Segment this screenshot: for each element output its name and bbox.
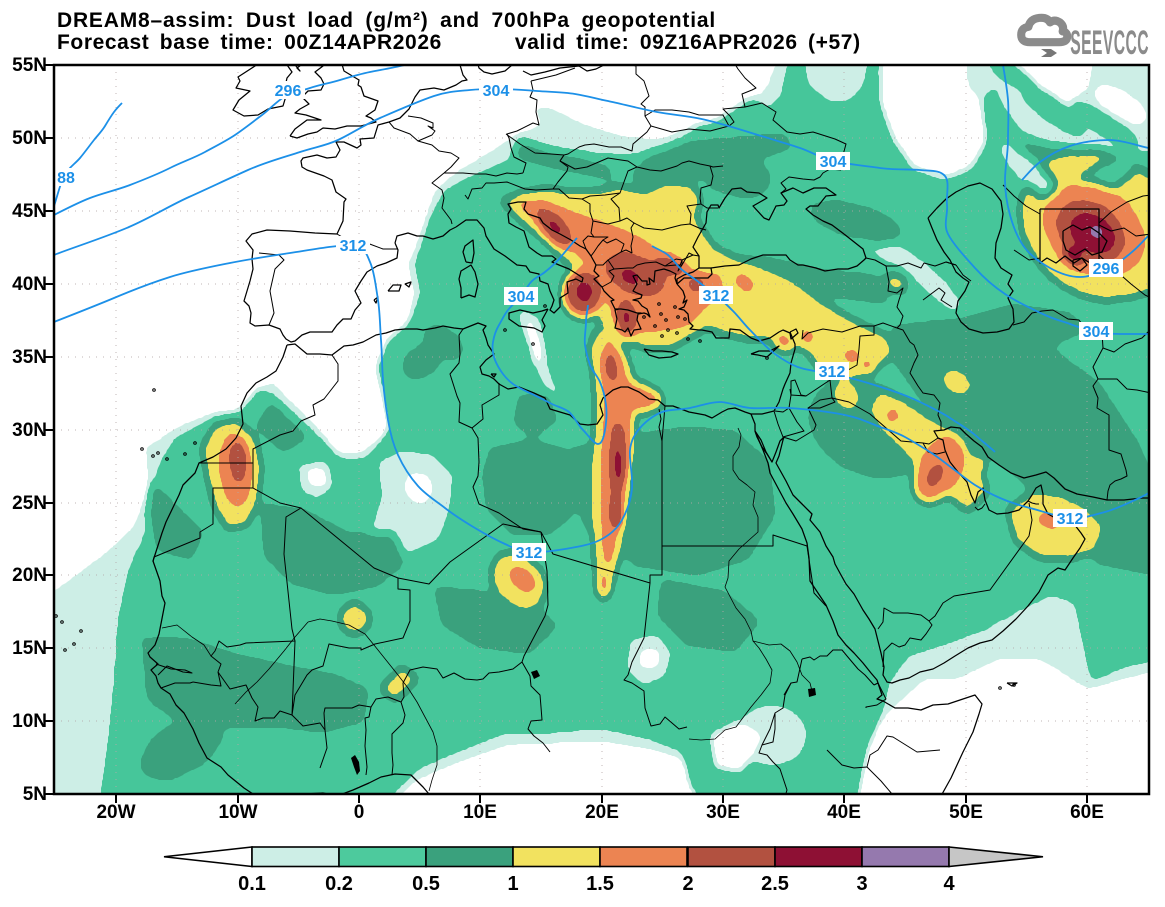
svg-text:2.5: 2.5 bbox=[761, 873, 789, 895]
svg-text:312: 312 bbox=[516, 545, 543, 562]
svg-text:296: 296 bbox=[1093, 261, 1120, 278]
svg-text:55N: 55N bbox=[12, 55, 47, 76]
svg-text:0.2: 0.2 bbox=[325, 873, 353, 895]
svg-text:1.5: 1.5 bbox=[586, 873, 614, 895]
svg-text:10E: 10E bbox=[463, 802, 497, 823]
svg-text:0.5: 0.5 bbox=[412, 873, 440, 895]
svg-text:2: 2 bbox=[682, 873, 693, 895]
svg-text:25N: 25N bbox=[12, 493, 47, 514]
svg-text:15N: 15N bbox=[12, 638, 47, 659]
svg-text:30E: 30E bbox=[706, 802, 740, 823]
svg-text:3: 3 bbox=[856, 873, 867, 895]
svg-text:0: 0 bbox=[354, 802, 365, 823]
svg-text:40E: 40E bbox=[827, 802, 861, 823]
svg-text:304: 304 bbox=[820, 154, 847, 171]
svg-text:10W: 10W bbox=[218, 802, 257, 823]
svg-text:10N: 10N bbox=[12, 711, 47, 732]
svg-text:20N: 20N bbox=[12, 565, 47, 586]
svg-text:304: 304 bbox=[508, 289, 535, 306]
svg-text:20W: 20W bbox=[96, 802, 135, 823]
svg-text:304: 304 bbox=[1083, 324, 1110, 341]
svg-text:60E: 60E bbox=[1070, 802, 1104, 823]
svg-text:50E: 50E bbox=[949, 802, 983, 823]
svg-text:5N: 5N bbox=[23, 784, 47, 805]
svg-text:40N: 40N bbox=[12, 274, 47, 295]
svg-text:50N: 50N bbox=[12, 128, 47, 149]
svg-text:45N: 45N bbox=[12, 201, 47, 222]
svg-text:312: 312 bbox=[703, 288, 730, 305]
svg-text:35N: 35N bbox=[12, 347, 47, 368]
svg-text:0.1: 0.1 bbox=[238, 873, 266, 895]
svg-text:30N: 30N bbox=[12, 420, 47, 441]
svg-text:20E: 20E bbox=[585, 802, 619, 823]
svg-text:312: 312 bbox=[819, 364, 846, 381]
svg-text:296: 296 bbox=[275, 83, 302, 100]
svg-text:SEEVCCC: SEEVCCC bbox=[1070, 23, 1149, 60]
svg-text:1: 1 bbox=[507, 873, 518, 895]
svg-text:312: 312 bbox=[340, 238, 367, 255]
svg-text:304: 304 bbox=[483, 83, 510, 100]
svg-text:88: 88 bbox=[57, 170, 75, 187]
svg-text:4: 4 bbox=[943, 873, 955, 895]
svg-text:312: 312 bbox=[1057, 511, 1084, 528]
